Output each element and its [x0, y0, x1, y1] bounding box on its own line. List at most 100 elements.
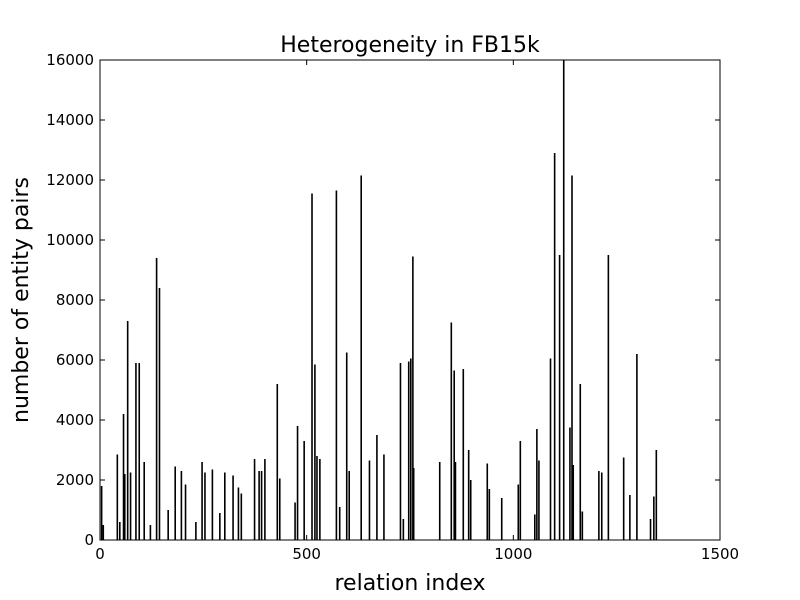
bar	[232, 475, 234, 540]
bar	[572, 465, 575, 540]
bar	[348, 471, 351, 540]
bar	[383, 454, 385, 540]
bar	[534, 514, 536, 540]
y-tick-label: 4000	[56, 411, 94, 429]
bar	[316, 456, 318, 540]
bar	[143, 462, 145, 540]
bar	[219, 513, 221, 540]
x-tick-label: 0	[95, 545, 105, 563]
bar	[412, 256, 414, 540]
bar	[402, 519, 405, 540]
bar	[412, 468, 415, 540]
x-tick-label: 1000	[494, 545, 532, 563]
bar	[450, 322, 453, 540]
bar	[598, 471, 600, 540]
y-axis-label: number of entity pairs	[9, 177, 34, 423]
bar	[486, 463, 489, 540]
bar	[201, 462, 203, 540]
bar	[438, 462, 441, 540]
bar	[311, 193, 313, 540]
chart-title: Heterogeneity in FB15k	[280, 33, 540, 58]
bar	[314, 364, 316, 540]
plot-frame	[99, 59, 721, 541]
y-tick-label: 6000	[56, 351, 94, 369]
bar	[167, 510, 169, 540]
bar	[607, 255, 610, 540]
bar	[558, 255, 561, 540]
bar	[636, 354, 638, 540]
bar	[469, 480, 472, 540]
bar	[655, 450, 658, 540]
bar	[100, 486, 103, 540]
bar	[571, 175, 573, 540]
bar	[224, 472, 226, 540]
bar	[116, 454, 119, 540]
bar	[538, 460, 540, 540]
bar	[519, 441, 522, 540]
bar	[319, 459, 321, 540]
bar	[158, 288, 161, 540]
bar	[462, 369, 465, 540]
bar	[399, 363, 402, 540]
y-tick-label: 10000	[46, 231, 94, 249]
x-axis-label: relation index	[334, 571, 485, 596]
y-tick-label: 8000	[56, 291, 94, 309]
y-tick-label: 0	[84, 531, 94, 549]
bar	[149, 525, 152, 540]
x-tick-label: 500	[292, 545, 321, 563]
bar	[562, 60, 565, 540]
bar	[138, 363, 141, 540]
bar	[338, 507, 341, 540]
bar	[260, 471, 263, 540]
bar	[517, 484, 520, 540]
y-tick-label: 16000	[46, 51, 94, 69]
bar	[253, 459, 256, 540]
bar	[211, 469, 214, 540]
bar	[453, 370, 455, 540]
bar	[579, 384, 582, 540]
bar	[296, 426, 299, 540]
bar	[184, 484, 187, 540]
bar	[240, 493, 243, 540]
bar	[549, 358, 552, 540]
bar	[123, 474, 126, 540]
bar	[278, 478, 281, 540]
bar	[649, 519, 652, 540]
bar	[129, 472, 132, 540]
bar	[376, 435, 378, 540]
bar	[467, 450, 470, 540]
bar	[204, 472, 206, 540]
bar	[335, 190, 338, 540]
bar	[488, 489, 491, 540]
bar	[102, 525, 105, 540]
bar	[500, 498, 503, 540]
bar	[303, 441, 305, 540]
bars-group	[100, 60, 658, 540]
bar	[368, 460, 371, 540]
bar	[258, 471, 260, 540]
bar	[553, 153, 556, 540]
y-tick-label: 2000	[56, 471, 94, 489]
bar	[653, 496, 655, 540]
bar	[180, 471, 183, 540]
bar	[569, 427, 571, 540]
bar	[119, 522, 121, 540]
bar	[126, 321, 129, 540]
bar	[345, 352, 348, 540]
bar	[294, 502, 296, 540]
y-tick-label: 14000	[46, 111, 94, 129]
bar	[407, 361, 410, 540]
bar	[581, 511, 584, 540]
bar	[360, 175, 362, 540]
y-tick-label: 12000	[46, 171, 94, 189]
bar	[135, 363, 137, 540]
bar	[264, 459, 266, 540]
x-tick-label: 1500	[701, 545, 739, 563]
bar	[622, 457, 625, 540]
bar	[276, 384, 279, 540]
tick-labels-group: 0 500 1000 1500 0 2000 4000 6000 8000 10000 12000 1…	[46, 51, 739, 563]
bar	[174, 466, 176, 540]
bar	[195, 522, 197, 540]
bar	[454, 462, 457, 540]
